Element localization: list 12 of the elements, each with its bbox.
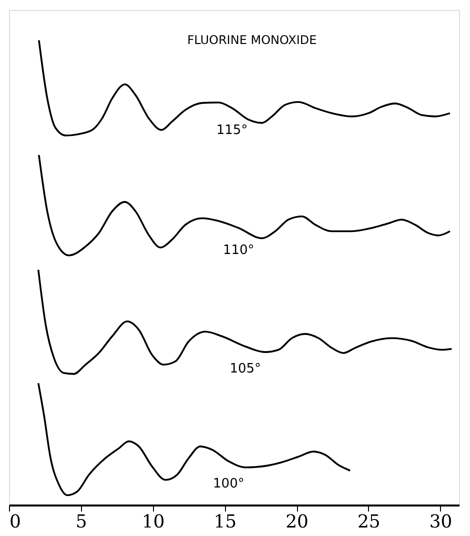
- x-tick-label: 0: [10, 512, 21, 532]
- x-tick-label: 20: [286, 512, 308, 532]
- series-label: 105°: [230, 362, 262, 377]
- x-tick-label: 5: [76, 512, 88, 532]
- chart-title: FLUORINE MONOXIDE: [187, 33, 317, 47]
- x-tick-label: 10: [142, 512, 165, 532]
- series-label: 115°: [216, 123, 248, 138]
- x-tick-label: 25: [357, 512, 380, 532]
- x-tick-label: 15: [214, 512, 237, 532]
- x-tick-label: 30: [429, 512, 452, 532]
- series-label: 110°: [222, 242, 254, 258]
- series-label: 100°: [213, 476, 244, 492]
